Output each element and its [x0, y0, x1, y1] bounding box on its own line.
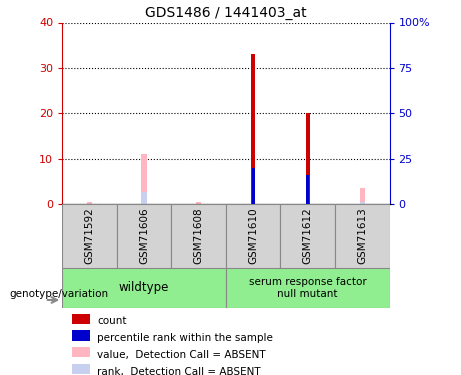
- Text: value,  Detection Call = ABSENT: value, Detection Call = ABSENT: [97, 350, 266, 360]
- Bar: [171, 204, 226, 268]
- Bar: [360, 202, 365, 204]
- Bar: [117, 204, 171, 268]
- Text: serum response factor
null mutant: serum response factor null mutant: [249, 277, 366, 298]
- Text: wildtype: wildtype: [119, 281, 169, 294]
- Bar: [87, 202, 92, 204]
- Bar: [226, 204, 280, 268]
- Text: GSM71610: GSM71610: [248, 208, 258, 264]
- Bar: [72, 314, 90, 324]
- Bar: [72, 347, 90, 357]
- Bar: [252, 168, 255, 204]
- Bar: [196, 202, 201, 204]
- Text: GSM71608: GSM71608: [194, 208, 204, 264]
- Bar: [72, 330, 90, 340]
- Text: GSM71612: GSM71612: [303, 208, 313, 264]
- Bar: [142, 154, 147, 204]
- Text: percentile rank within the sample: percentile rank within the sample: [97, 333, 273, 343]
- Bar: [62, 268, 226, 308]
- Title: GDS1486 / 1441403_at: GDS1486 / 1441403_at: [145, 6, 307, 20]
- Bar: [335, 204, 390, 268]
- Text: GSM71606: GSM71606: [139, 208, 149, 264]
- Text: count: count: [97, 316, 127, 326]
- Text: genotype/variation: genotype/variation: [9, 290, 108, 299]
- Bar: [360, 189, 365, 204]
- Bar: [226, 268, 390, 308]
- Text: rank,  Detection Call = ABSENT: rank, Detection Call = ABSENT: [97, 367, 261, 375]
- Text: GSM71592: GSM71592: [84, 208, 95, 264]
- Bar: [280, 204, 335, 268]
- Bar: [306, 113, 310, 204]
- Bar: [142, 192, 147, 204]
- Bar: [72, 364, 90, 374]
- Bar: [251, 54, 255, 204]
- Text: GSM71613: GSM71613: [357, 208, 367, 264]
- Bar: [62, 204, 117, 268]
- Bar: [306, 175, 309, 204]
